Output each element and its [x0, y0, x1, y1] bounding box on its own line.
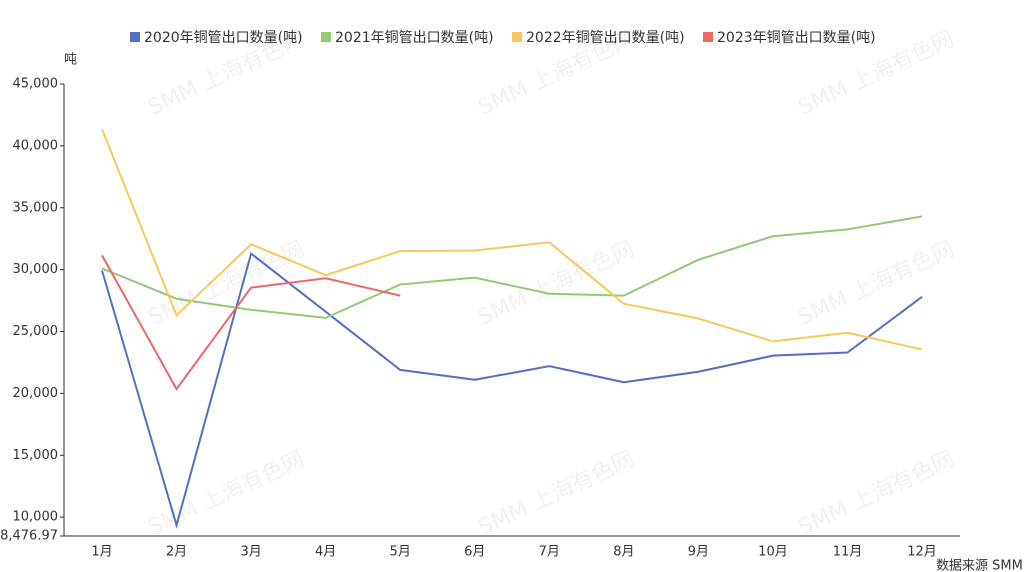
x-tick-label: 3月 — [240, 545, 261, 560]
x-tick-label: 11月 — [833, 545, 863, 560]
y-tick-label: 8,476.97 — [0, 529, 58, 544]
x-tick-label: 12月 — [907, 545, 937, 560]
legend-label: 2020年铜管出口数量(吨) — [144, 30, 303, 46]
legend-swatch — [703, 32, 713, 42]
legend-swatch — [321, 32, 331, 42]
y-tick-label: 25,000 — [13, 324, 59, 339]
legend-swatch — [130, 32, 140, 42]
watermark: SMM 上海有色网 — [795, 237, 959, 331]
series-line — [101, 251, 923, 529]
series-line — [101, 254, 401, 391]
x-tick-label: 8月 — [613, 545, 634, 560]
series-line — [101, 128, 923, 351]
legend-label: 2022年铜管出口数量(吨) — [526, 30, 685, 46]
x-tick-label: 4月 — [315, 545, 336, 560]
watermark: SMM 上海有色网 — [795, 447, 959, 541]
y-tick-label: 10,000 — [13, 510, 59, 525]
y-tick-label: 15,000 — [13, 448, 59, 463]
watermark: SMM 上海有色网 — [475, 447, 639, 541]
watermark: SMM 上海有色网 — [145, 447, 309, 541]
y-tick-label: 40,000 — [13, 138, 59, 153]
x-tick-label: 5月 — [390, 545, 411, 560]
x-tick-label: 6月 — [464, 545, 485, 560]
y-tick-label: 30,000 — [13, 262, 59, 277]
y-axis-label: 吨 — [64, 53, 77, 68]
legend-label: 2023年铜管出口数量(吨) — [717, 30, 876, 46]
source-note: 数据来源 SMM — [936, 559, 1023, 572]
x-tick-label: 7月 — [539, 545, 560, 560]
y-tick-label: 45,000 — [13, 77, 59, 92]
x-tick-label: 10月 — [758, 545, 788, 560]
x-tick-label: 1月 — [91, 545, 112, 560]
legend-label: 2021年铜管出口数量(吨) — [335, 30, 494, 46]
x-tick-label: 9月 — [688, 545, 709, 560]
y-tick-label: 35,000 — [13, 200, 59, 215]
y-tick-label: 20,000 — [13, 386, 59, 401]
watermarks: SMM 上海有色网 SMM 上海有色网 SMM 上海有色网 SMM 上海有色网 … — [145, 27, 959, 541]
x-tick-label: 2月 — [166, 545, 187, 560]
series-line — [101, 215, 923, 319]
legend-swatch — [512, 32, 522, 42]
